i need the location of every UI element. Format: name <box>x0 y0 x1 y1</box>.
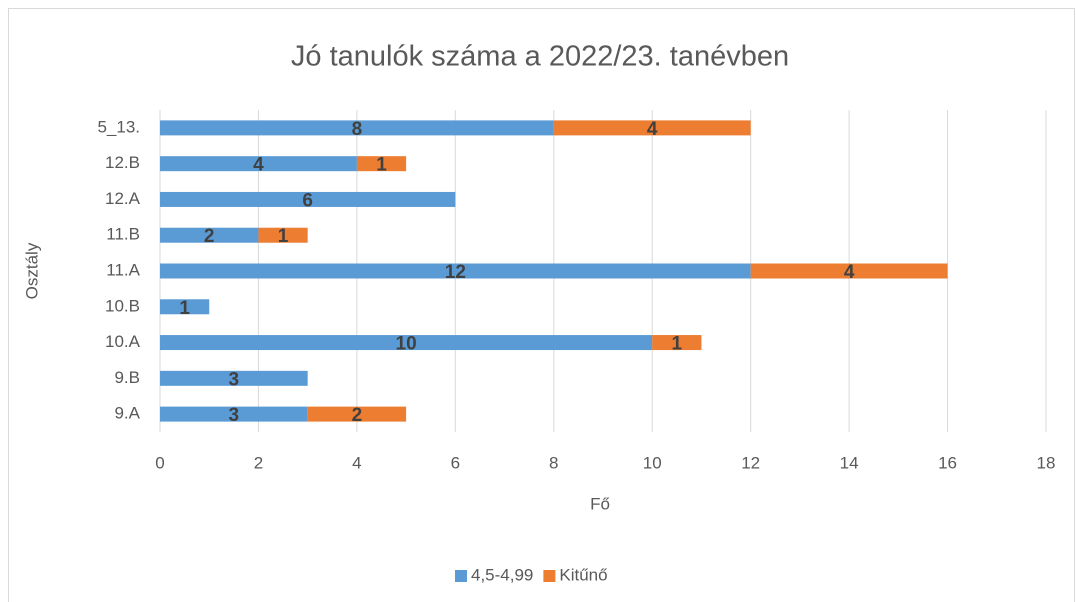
x-tick-label: 4 <box>352 453 361 472</box>
x-tick-label: 18 <box>1037 453 1056 472</box>
x-tick-label: 10 <box>643 453 662 472</box>
x-tick-label: 2 <box>254 453 263 472</box>
y-axis-label: Osztály <box>22 242 41 299</box>
bar-segment <box>356 156 407 172</box>
data-label: 4 <box>253 155 264 176</box>
data-label: 4 <box>647 119 658 140</box>
bar-segment <box>258 227 308 243</box>
y-tick-label: 11.A <box>106 260 140 279</box>
y-tick-label: 5_13. <box>97 117 140 136</box>
bar-segment <box>750 263 948 279</box>
legend-label: 4,5-4,99 <box>471 565 533 584</box>
data-label: 12 <box>445 262 466 283</box>
x-tick-label: 12 <box>741 453 760 472</box>
y-tick-label: 9.A <box>114 404 140 423</box>
data-label: 10 <box>396 334 417 355</box>
x-tick-label: 8 <box>549 453 558 472</box>
y-tick-label: 9.B <box>114 368 140 387</box>
data-label: 2 <box>352 405 363 426</box>
x-tick-label: 14 <box>840 453 859 472</box>
y-tick-label: 12.A <box>105 189 141 208</box>
y-tick-label: 10.A <box>105 332 141 351</box>
y-tick-label: 11.B <box>106 225 140 244</box>
bar-segment <box>160 156 357 172</box>
bar-segment <box>160 299 210 315</box>
data-label: 1 <box>179 298 190 319</box>
x-axis-label: Fő <box>590 494 610 513</box>
bar-segment <box>160 335 653 351</box>
bar-segment <box>160 191 456 207</box>
x-tick-label: 6 <box>451 453 460 472</box>
legend-swatch <box>455 570 467 582</box>
data-label: 1 <box>376 155 387 176</box>
legend-swatch <box>543 570 556 582</box>
data-label: 4 <box>844 262 855 283</box>
bar-segment <box>160 263 751 279</box>
bar-segment <box>160 120 554 136</box>
legend-label: Kitűnő <box>559 565 607 584</box>
data-label: 6 <box>302 190 313 211</box>
bar-segment <box>553 120 751 136</box>
bar-segment <box>160 406 308 422</box>
bar-segment <box>160 227 259 243</box>
data-label: 2 <box>204 226 215 247</box>
bar-segment <box>307 406 407 422</box>
x-tick-label: 0 <box>155 453 164 472</box>
data-label: 8 <box>352 119 363 140</box>
data-label: 3 <box>229 369 240 390</box>
bar-segment <box>652 335 702 351</box>
x-tick-label: 16 <box>938 453 957 472</box>
data-label: 3 <box>229 405 240 426</box>
y-tick-label: 12.B <box>105 153 140 172</box>
bar-segment <box>160 370 308 386</box>
data-label: 1 <box>278 226 289 247</box>
chart-title: Jó tanulók száma a 2022/23. tanévben <box>291 41 789 73</box>
y-tick-label: 10.B <box>105 296 140 315</box>
data-label: 1 <box>672 334 683 355</box>
